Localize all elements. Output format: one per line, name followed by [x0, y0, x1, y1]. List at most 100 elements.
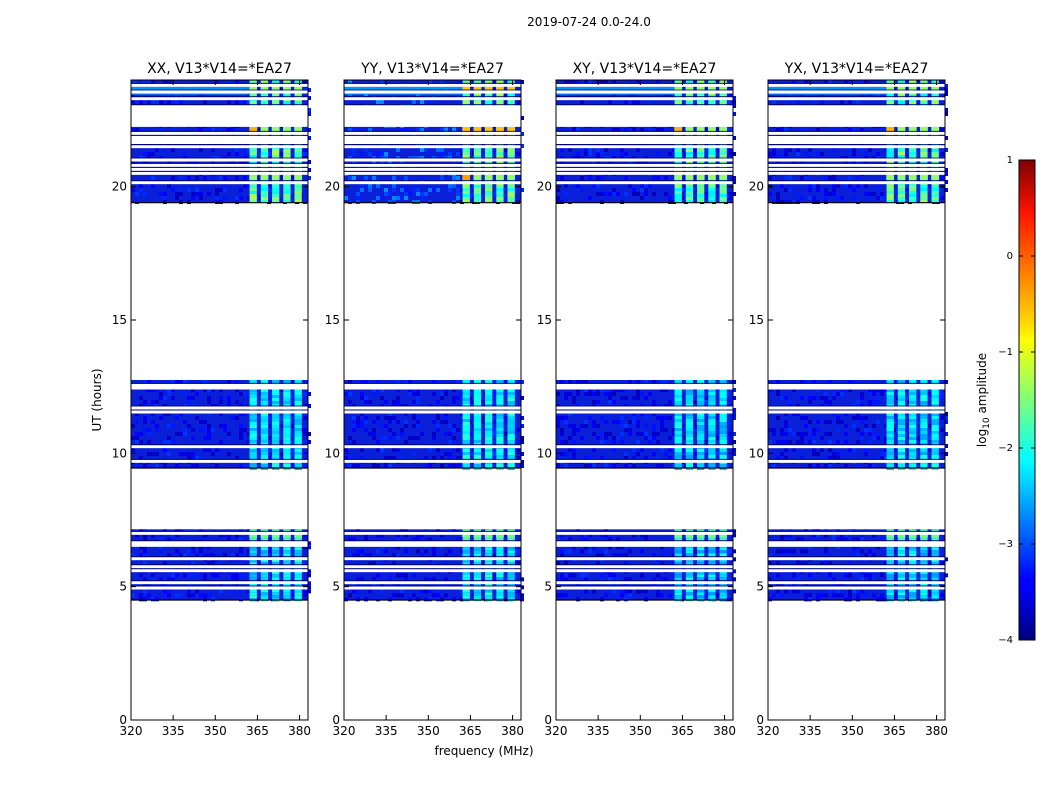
noise-cell [520, 452, 524, 456]
rfi-band-cell [708, 80, 716, 83]
noise-cell [392, 188, 396, 192]
noise-cell [344, 196, 348, 200]
rfi-band-cell [272, 404, 280, 407]
x-tick-label: 335 [587, 724, 610, 738]
rfi-band-cell [485, 449, 493, 452]
noise-cell [243, 392, 247, 396]
noise-cell [307, 404, 311, 408]
noise-cell [143, 160, 147, 164]
noise-cell [291, 128, 295, 132]
noise-cell [680, 92, 684, 96]
rfi-band-cell [496, 416, 504, 419]
noise-cell [644, 192, 648, 196]
noise-cell [520, 116, 524, 120]
rfi-band-cell [697, 455, 705, 458]
noise-cell [616, 436, 620, 440]
noise-cell [680, 416, 684, 420]
noise-cell [372, 428, 376, 432]
flagged-row [344, 145, 521, 149]
rfi-band-cell [674, 155, 682, 158]
noise-cell [243, 412, 247, 416]
noise-cell [564, 549, 568, 554]
noise-cell [155, 100, 159, 104]
rfi-band-cell [708, 592, 716, 596]
noise-cell [600, 200, 604, 204]
rfi-band-cell [272, 440, 280, 443]
noise-cell [372, 561, 376, 566]
rfi-band-cell [249, 101, 257, 104]
noise-cell [384, 464, 388, 468]
noise-cell [384, 400, 388, 404]
rfi-band-cell [283, 577, 291, 581]
noise-cell [568, 537, 572, 542]
noise-cell [432, 436, 436, 440]
rfi-band-cell [507, 595, 515, 599]
rfi-band-cell [294, 101, 302, 104]
noise-cell [604, 432, 608, 436]
rfi-band-cell [719, 559, 727, 563]
flagged-row [344, 406, 521, 410]
noise-cell [143, 549, 147, 554]
rfi-band-cell [485, 562, 493, 566]
noise-cell [187, 200, 191, 204]
noise-cell [624, 464, 628, 468]
noise-cell [588, 549, 592, 554]
noise-cell [504, 432, 508, 436]
noise-cell [584, 388, 588, 392]
noise-cell [556, 424, 560, 428]
noise-cell [644, 380, 648, 384]
noise-cell [267, 456, 271, 460]
noise-cell [440, 597, 444, 602]
noise-cell [159, 100, 163, 104]
rfi-band-cell [719, 188, 727, 191]
noise-cell [588, 148, 592, 152]
noise-cell [796, 537, 800, 542]
rfi-band-cell [708, 395, 716, 398]
noise-cell [668, 448, 672, 452]
noise-cell [187, 573, 191, 578]
noise-cell [400, 432, 404, 436]
noise-cell [632, 100, 636, 104]
noise-cell [556, 464, 560, 468]
rfi-band-cell [485, 559, 493, 563]
rfi-band-cell [260, 547, 269, 551]
noise-cell [692, 420, 696, 424]
noise-cell [139, 597, 143, 602]
rfi-band-cell [272, 200, 280, 203]
noise-cell [187, 160, 191, 164]
rfi-band-cell [685, 413, 694, 416]
noise-cell [516, 100, 520, 104]
noise-cell [380, 100, 384, 104]
noise-cell [151, 412, 155, 416]
noise-cell [560, 416, 564, 420]
rfi-band-cell [485, 392, 493, 395]
noise-cell [660, 448, 664, 452]
noise-cell [247, 100, 251, 104]
noise-cell [352, 553, 356, 558]
rfi-band-cell [272, 422, 280, 425]
noise-cell [211, 573, 215, 578]
rfi-band-cell [294, 149, 302, 152]
noise-cell [372, 160, 376, 164]
noise-cell [564, 593, 568, 598]
rfi-band-cell [507, 197, 515, 200]
noise-cell [940, 561, 944, 566]
noise-cell [444, 420, 448, 424]
noise-cell [432, 553, 436, 558]
noise-cell [668, 152, 672, 156]
noise-cell [364, 400, 368, 404]
rfi-band-cell [260, 440, 269, 443]
noise-cell [207, 128, 211, 132]
noise-cell [360, 549, 364, 554]
noise-cell [572, 440, 576, 444]
rfi-band-cell [697, 464, 705, 467]
noise-cell [143, 192, 147, 196]
rfi-band-cell [473, 562, 482, 566]
noise-cell [380, 561, 384, 566]
noise-cell [231, 416, 235, 420]
rfi-band-cell [260, 188, 269, 191]
noise-cell [704, 396, 708, 400]
rfi-band-cell [249, 425, 257, 428]
noise-cell [167, 577, 171, 582]
